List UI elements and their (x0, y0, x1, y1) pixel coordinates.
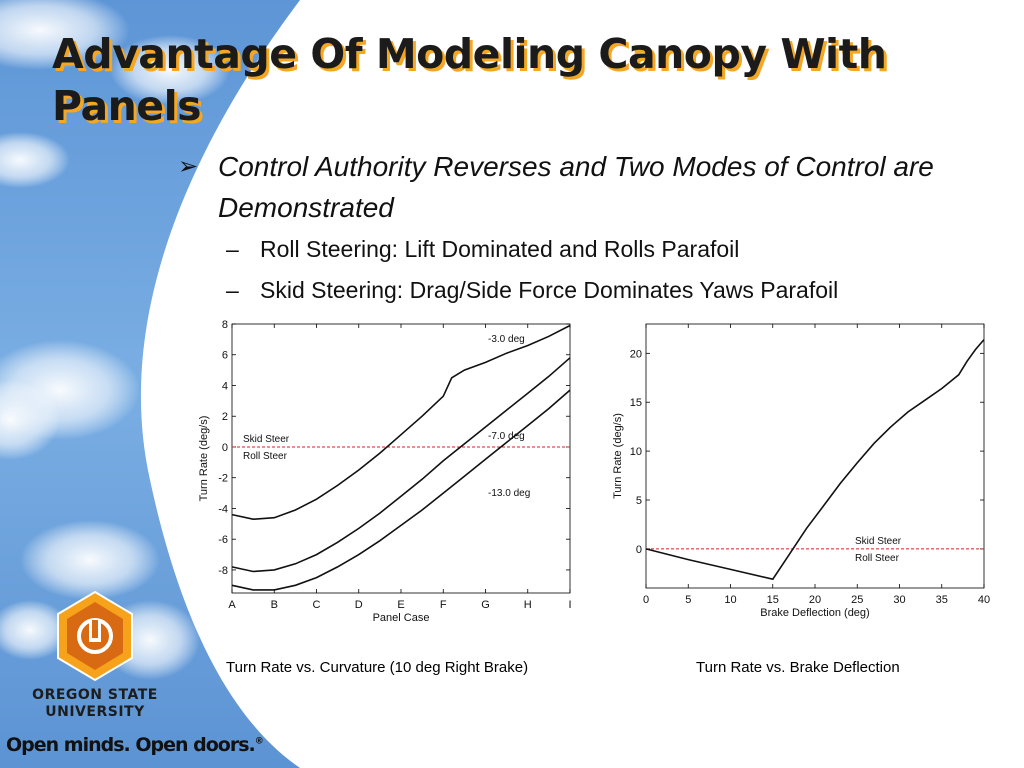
x-tick-label: D (355, 599, 363, 611)
arrow-bullet-icon: ➢ (178, 153, 199, 180)
university-line1: OREGON STATE (32, 687, 158, 703)
x-tick-label: 25 (851, 594, 863, 606)
series-label: -13.0 deg (488, 488, 530, 499)
caption-right: Turn Rate vs. Brake Deflection (696, 659, 900, 676)
y-tick-label: 5 (636, 495, 642, 507)
x-tick-label: C (313, 599, 321, 611)
reference-label-above: Skid Steer (243, 434, 290, 445)
tagline-text: Open minds. Open doors. (6, 734, 256, 756)
x-tick-label: 5 (685, 594, 691, 606)
x-tick-label: F (440, 599, 447, 611)
reference-label-below: Roll Steer (855, 553, 900, 564)
chart-turn-rate-vs-panel-case: 8 6 4 2 0 -2 -4 -6 -8 A B C D E F G H I Panel Case Turn Rat… (198, 319, 572, 624)
x-tick-label: A (228, 599, 236, 611)
x-tick-label: 35 (936, 594, 948, 606)
x-tick-label: G (481, 599, 490, 611)
series-line (231, 389, 571, 591)
chart-turn-rate-vs-brake-deflection: 20 15 10 5 0 0 5 10 15 20 25 30 35 40 Brake Deflection… (612, 323, 990, 619)
slide-title: Advantage Of Modeling Canopy With Panels (52, 30, 887, 130)
x-tick-label: 20 (809, 594, 821, 606)
x-tick-label: 40 (978, 594, 990, 606)
university-line2: UNIVERSITY (45, 704, 145, 720)
x-tick-label: H (524, 599, 532, 611)
sub-bullet-text: Roll Steering: Lift Dominated and Rolls … (260, 236, 740, 262)
reference-label-below: Roll Steer (243, 451, 288, 462)
series-label: -7.0 deg (488, 431, 525, 442)
y-tick-label: 20 (630, 348, 642, 360)
x-axis-label: Brake Deflection (deg) (760, 607, 869, 619)
series-label: -3.0 deg (488, 334, 525, 345)
main-bullet-text: Control Authority Reverses and Two Modes… (218, 151, 934, 223)
reference-label-above: Skid Steer (855, 536, 902, 547)
x-tick-label: I (568, 599, 571, 611)
x-tick-label: B (271, 599, 278, 611)
y-tick-label: 6 (222, 350, 228, 362)
y-tick-label: 2 (222, 411, 228, 423)
x-tick-label: 15 (767, 594, 779, 606)
y-axis-label: Turn Rate (deg/s) (612, 413, 624, 499)
y-tick-label: 4 (222, 380, 228, 392)
y-tick-label: 8 (222, 319, 228, 331)
y-tick-label: -2 (218, 473, 228, 485)
series-line (231, 324, 571, 521)
university-name: OREGON STATE UNIVERSITY (20, 687, 170, 721)
y-tick-label: -4 (218, 503, 228, 515)
x-axis-label: Panel Case (373, 612, 430, 624)
x-tick-label: 30 (893, 594, 905, 606)
y-axis-label: Turn Rate (deg/s) (198, 416, 210, 502)
x-tick-label: 10 (724, 594, 736, 606)
caption-left: Turn Rate vs. Curvature (10 deg Right Br… (226, 659, 529, 676)
y-tick-label: -6 (218, 534, 228, 546)
dash-bullet: – (226, 277, 239, 303)
y-tick-label: 15 (630, 397, 642, 409)
y-tick-label: 10 (630, 446, 642, 458)
dash-bullet: – (226, 236, 239, 262)
osu-logo-icon (57, 590, 133, 682)
x-tick-label: 0 (643, 594, 649, 606)
series-line (231, 357, 571, 573)
sub-bullet-text: Skid Steering: Drag/Side Force Dominates… (260, 277, 839, 303)
registered-mark: ® (254, 736, 264, 747)
y-tick-label: -8 (218, 565, 228, 577)
osu-tagline: Open minds. Open doors.® (6, 734, 264, 756)
y-tick-label: 0 (222, 442, 228, 454)
y-tick-label: 0 (636, 544, 642, 556)
series-line (645, 339, 985, 581)
x-tick-label: E (397, 599, 404, 611)
